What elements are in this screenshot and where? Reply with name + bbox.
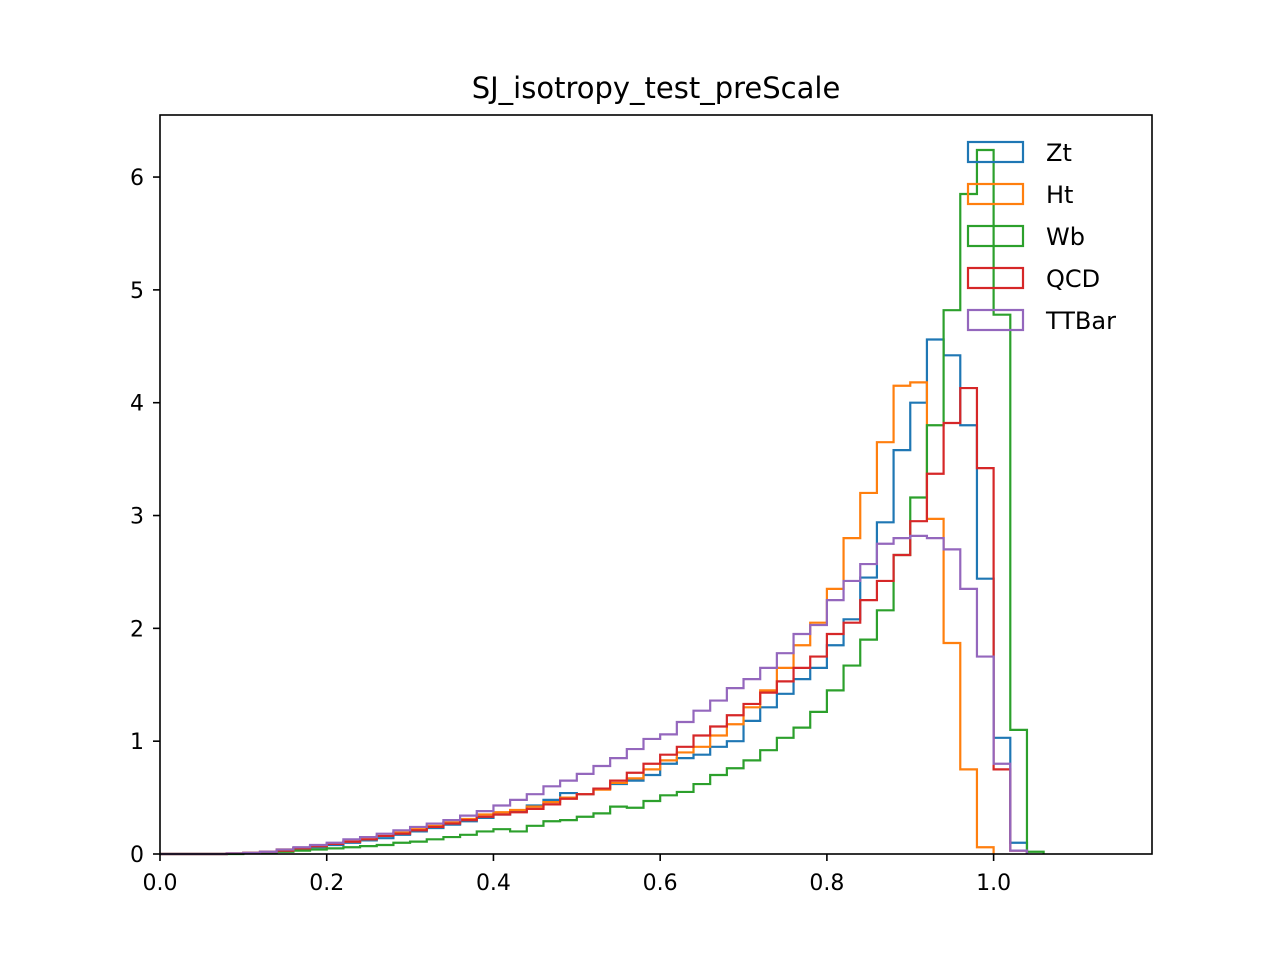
- chart-title: SJ_isotropy_test_preScale: [472, 71, 841, 105]
- series-line-ttbar: [160, 534, 1029, 856]
- legend-label-qcd: QCD: [1046, 265, 1100, 293]
- legend-swatch-zt: [966, 140, 1025, 164]
- x-tick-label: 0.6: [643, 871, 678, 896]
- x-axis: 0.0 0.2 0.4 0.6 0.8 1.0: [143, 854, 1011, 896]
- y-axis: 0 1 2 3 4 5 6: [130, 166, 160, 868]
- legend-label-ttbar: TTBar: [1045, 307, 1116, 335]
- series-layer: [160, 148, 1045, 856]
- legend-swatch-ht: [966, 182, 1025, 206]
- y-tick-label: 4: [130, 392, 144, 417]
- y-tick-label: 5: [130, 279, 144, 304]
- legend: Zt Ht Wb QCD TTBar: [966, 139, 1116, 335]
- legend-swatch-wb: [966, 224, 1025, 248]
- y-tick-label: 0: [130, 843, 144, 868]
- y-tick-label: 3: [130, 505, 144, 530]
- legend-label-wb: Wb: [1046, 223, 1085, 251]
- series-line-zt: [160, 338, 1029, 856]
- plot-frame: [159, 114, 1153, 855]
- series-line-qcd: [160, 386, 1029, 856]
- y-tick-label: 1: [130, 730, 144, 755]
- x-tick-label: 0.8: [809, 871, 844, 896]
- x-tick-label: 0.0: [143, 871, 178, 896]
- y-tick-label: 6: [130, 166, 144, 191]
- series-line-wb: [160, 148, 1045, 856]
- y-tick-label: 2: [130, 617, 144, 642]
- x-tick-label: 0.2: [309, 871, 344, 896]
- series-line-ht: [160, 381, 995, 856]
- legend-swatch-qcd: [966, 266, 1025, 290]
- legend-label-ht: Ht: [1046, 181, 1073, 209]
- x-tick-label: 0.4: [476, 871, 511, 896]
- x-tick-label: 1.0: [976, 871, 1011, 896]
- legend-label-zt: Zt: [1046, 139, 1072, 167]
- legend-swatch-ttbar: [966, 308, 1025, 332]
